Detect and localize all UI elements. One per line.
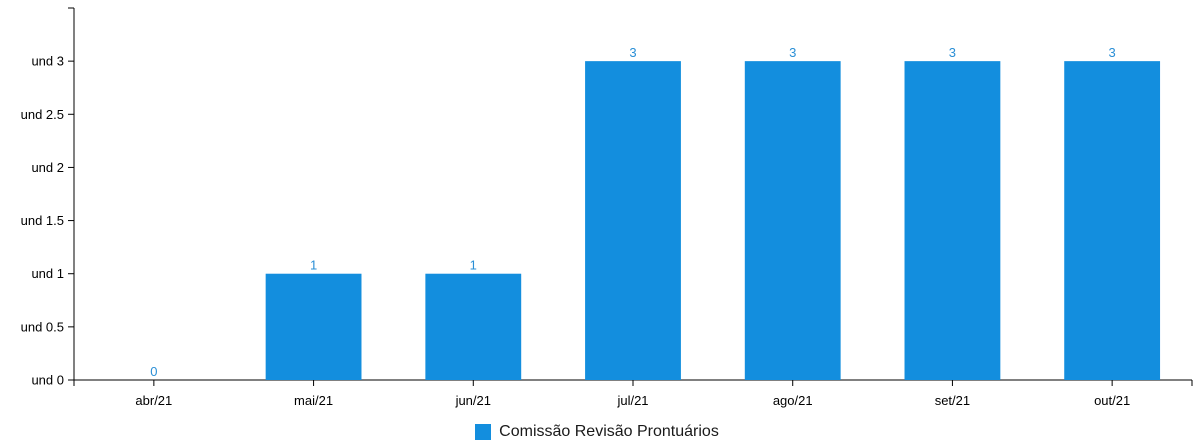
x-axis: abr/21 mai/21 jun/21 jul/21 ago/21 set/21 out/… [73, 379, 1193, 408]
legend: Comissão Revisão Prontuários [0, 421, 1194, 443]
bar[interactable] [904, 61, 1001, 381]
y-tick-label: und 1.5 [21, 213, 64, 228]
y-tick-label: und 3 [31, 54, 64, 69]
x-tick-label: abr/21 [135, 393, 172, 408]
bar[interactable] [585, 61, 681, 381]
y-tick-label: und 2 [31, 160, 64, 175]
x-tick-label: mai/21 [294, 393, 333, 408]
y-tick-label: und 0 [31, 373, 64, 388]
x-tick-label: out/21 [1094, 393, 1130, 408]
data-label: 3 [1109, 45, 1116, 60]
x-tick-label: jul/21 [616, 393, 648, 408]
data-label: 0 [150, 364, 157, 379]
x-tick-label: ago/21 [773, 393, 813, 408]
bar[interactable] [744, 61, 841, 381]
bar[interactable] [1064, 61, 1161, 381]
bars [265, 61, 1161, 381]
bar[interactable] [265, 273, 362, 380]
legend-label: Comissão Revisão Prontuários [499, 423, 719, 440]
bar-chart: und 0 und 0.5 und 1 und 1.5 und 2 und 2.5 und … [21, 7, 1193, 408]
x-tick-label: set/21 [935, 393, 970, 408]
data-label: 1 [310, 258, 317, 273]
y-tick-label: und 1 [31, 266, 64, 281]
data-label: 3 [789, 45, 796, 60]
value-labels: 0 1 1 3 3 3 3 [150, 45, 1116, 379]
data-label: 1 [470, 258, 477, 273]
bar[interactable] [425, 273, 522, 380]
data-label: 3 [949, 45, 956, 60]
y-tick-label: und 0.5 [21, 319, 64, 334]
y-axis: und 0 und 0.5 und 1 und 1.5 und 2 und 2.5 und … [21, 7, 75, 388]
data-label: 3 [629, 45, 636, 60]
x-tick-label: jun/21 [455, 393, 491, 408]
legend-swatch [475, 424, 492, 440]
y-tick-label: und 2.5 [21, 107, 64, 122]
legend-item[interactable]: Comissão Revisão Prontuários [475, 423, 719, 441]
